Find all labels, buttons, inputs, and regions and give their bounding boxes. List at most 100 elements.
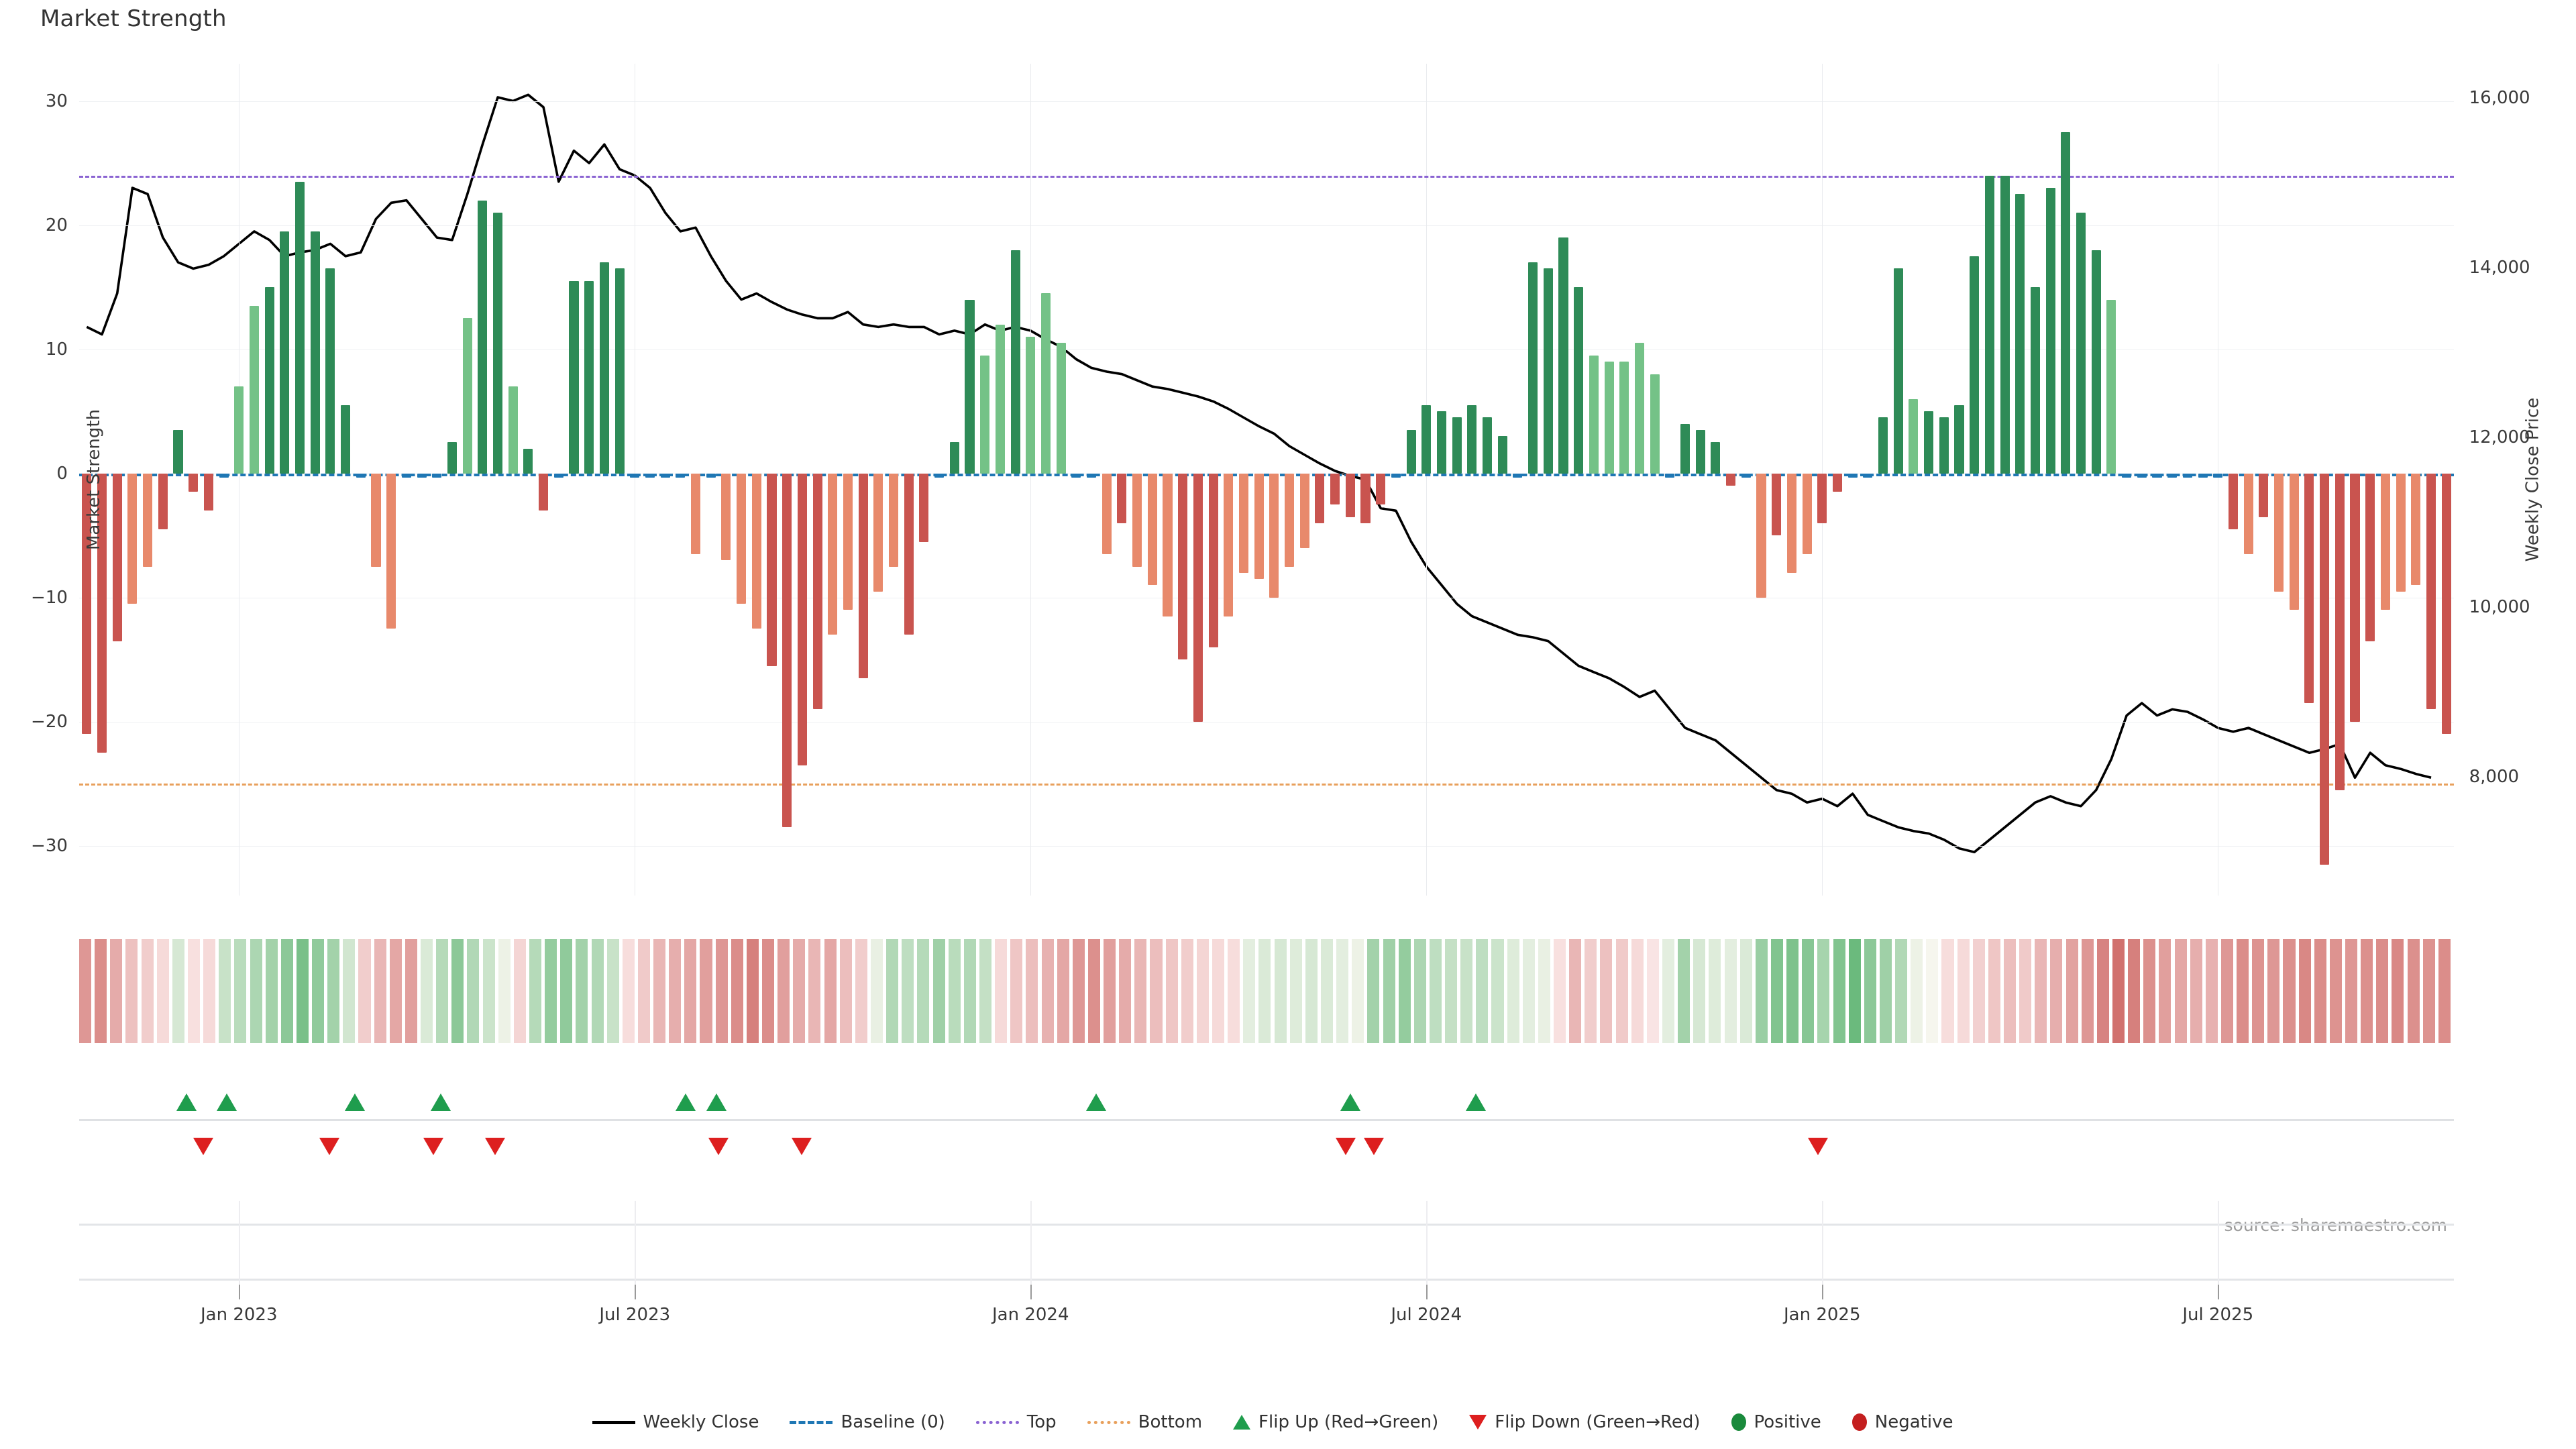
strength-bar-positive	[569, 280, 579, 474]
strength-bar-negative	[2228, 473, 2238, 530]
strength-bar-positive	[2213, 473, 2223, 478]
bottom-line	[79, 784, 2454, 786]
strength-bar-negative	[1726, 473, 1736, 486]
heat-cell	[1413, 939, 1426, 1043]
heat-cell	[1150, 939, 1163, 1043]
strength-bar-positive	[1939, 417, 1949, 474]
strength-bar-negative	[2350, 473, 2360, 722]
strength-bar-positive	[1406, 429, 1416, 474]
strength-bar-positive	[630, 473, 640, 478]
heat-cell	[1941, 939, 1954, 1043]
strength-bar-positive	[1878, 417, 1888, 474]
strength-bar-negative	[2411, 473, 2421, 586]
heat-cell	[2422, 939, 2435, 1043]
strength-bar-positive	[1483, 417, 1493, 474]
heat-cell	[762, 939, 775, 1043]
left-axis-tick: 0	[56, 463, 68, 484]
heat-cell	[1522, 939, 1535, 1043]
strength-bar-positive	[295, 181, 305, 474]
heat-cell	[1057, 939, 1069, 1043]
x-axis-tick: Jul 2024	[1391, 1305, 1462, 1325]
strength-bar-negative	[1786, 473, 1796, 573]
legend-item-top[interactable]: Top	[975, 1412, 1057, 1432]
heat-cell	[1398, 939, 1411, 1043]
strength-bar-negative	[1817, 473, 1827, 523]
strength-bar-positive	[2091, 250, 2101, 474]
strength-bar-positive	[234, 386, 244, 474]
heat-cell	[2252, 939, 2265, 1043]
strength-bar-negative	[1254, 473, 1264, 580]
heat-cell	[606, 939, 619, 1043]
heat-cell	[932, 939, 945, 1043]
heat-cell	[203, 939, 216, 1043]
heat-cell	[1739, 939, 1752, 1043]
strength-bar-positive	[1711, 442, 1721, 474]
legend-item-bottom[interactable]: Bottom	[1087, 1412, 1202, 1432]
plot-area: 30 20 10 0 −10 −20 −30 16,000 14,000 12,000 10,000…	[31, 64, 2530, 896]
legend-item-baseline[interactable]: Baseline (0)	[790, 1412, 945, 1432]
legend-label: Bottom	[1138, 1412, 1203, 1432]
strength-bar-negative	[721, 473, 731, 561]
heat-cell	[839, 939, 852, 1043]
flip-up-marker	[345, 1093, 366, 1111]
strength-bar-negative	[82, 473, 92, 735]
heat-cell	[1678, 939, 1690, 1043]
heat-cell	[948, 939, 961, 1043]
legend-item-negative[interactable]: Negative	[1851, 1412, 1953, 1432]
x-axis-tick: Jul 2023	[599, 1305, 671, 1325]
flip-up-marker	[706, 1093, 727, 1111]
flip-down-marker	[1364, 1138, 1385, 1155]
strength-bar-negative	[843, 473, 853, 610]
strength-bar-positive	[1040, 293, 1051, 474]
strength-bar-negative	[767, 473, 777, 666]
heat-cell	[389, 939, 402, 1043]
strength-bar-negative	[203, 473, 213, 511]
legend-label: Top	[1026, 1412, 1057, 1432]
footer-month-line	[1822, 1201, 1824, 1288]
strength-bar-negative	[2320, 473, 2330, 865]
heat-cell	[187, 939, 200, 1043]
strength-bar-negative	[1345, 473, 1355, 517]
flip-down-marker	[1335, 1138, 1356, 1155]
strength-bar-negative	[1299, 473, 1309, 548]
heat-cell	[1646, 939, 1659, 1043]
heat-cell	[1258, 939, 1271, 1043]
heat-cell	[684, 939, 697, 1043]
strength-bar-positive	[1847, 473, 1858, 478]
footer-gridline	[79, 1279, 2454, 1281]
flip-down-marker	[319, 1138, 339, 1155]
heat-cell	[451, 939, 464, 1043]
heat-cell	[746, 939, 759, 1043]
legend-item-flip-down[interactable]: Flip Down (Green→Red)	[1469, 1412, 1701, 1432]
strength-bar-positive	[1924, 411, 1934, 474]
strength-bar-negative	[371, 473, 381, 567]
heat-cell	[374, 939, 386, 1043]
legend-item-flip-up[interactable]: Flip Up (Red→Green)	[1233, 1412, 1438, 1432]
legend-item-weekly-close[interactable]: Weekly Close	[592, 1412, 759, 1432]
legend-item-positive[interactable]: Positive	[1731, 1412, 1821, 1432]
heat-cell	[637, 939, 650, 1043]
heat-cell	[2190, 939, 2202, 1043]
strength-bar-positive	[447, 442, 457, 474]
heat-cell	[1383, 939, 1395, 1043]
strength-bar-positive	[1970, 256, 1980, 474]
heat-cell	[715, 939, 728, 1043]
strength-bar-negative	[858, 473, 868, 679]
heat-cell	[1289, 939, 1302, 1043]
gridline	[79, 225, 2454, 226]
strength-bar-positive	[995, 324, 1005, 474]
strength-bar-positive	[980, 355, 990, 474]
right-axis-label: Weekly Close Price	[2523, 397, 2543, 562]
footer-month-line	[239, 1201, 241, 1288]
heat-cell	[312, 939, 325, 1043]
strength-bar-negative	[1178, 473, 1188, 660]
left-axis-tick: 20	[45, 215, 68, 235]
strength-bar-negative	[2259, 473, 2269, 517]
strength-bar-negative	[1360, 473, 1371, 523]
heat-cell	[902, 939, 914, 1043]
flip-up-marker	[1340, 1093, 1360, 1111]
strength-bar-positive	[1680, 423, 1690, 474]
strength-bar-positive	[1695, 429, 1705, 474]
strength-bar-positive	[553, 473, 564, 478]
strength-bar-negative	[1832, 473, 1842, 492]
